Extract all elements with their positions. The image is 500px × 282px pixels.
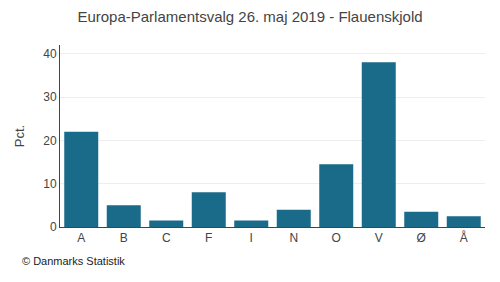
svg-text:Ø: Ø — [417, 231, 426, 245]
svg-text:Europa-Parlamentsvalg 26. maj: Europa-Parlamentsvalg 26. maj 2019 - Fla… — [77, 8, 422, 25]
svg-text:V: V — [375, 231, 383, 245]
svg-text:I: I — [250, 231, 253, 245]
svg-text:20: 20 — [43, 134, 57, 148]
svg-text:© Danmarks Statistik: © Danmarks Statistik — [22, 255, 125, 267]
svg-text:A: A — [77, 231, 85, 245]
svg-text:B: B — [120, 231, 128, 245]
svg-text:10: 10 — [43, 177, 57, 191]
svg-text:30: 30 — [43, 90, 57, 104]
svg-text:Å: Å — [460, 230, 468, 245]
svg-text:N: N — [289, 231, 298, 245]
svg-text:O: O — [332, 231, 341, 245]
svg-text:C: C — [162, 231, 171, 245]
svg-text:Pct.: Pct. — [12, 125, 27, 147]
svg-text:40: 40 — [43, 47, 57, 61]
svg-text:F: F — [205, 231, 212, 245]
svg-text:0: 0 — [50, 220, 57, 234]
